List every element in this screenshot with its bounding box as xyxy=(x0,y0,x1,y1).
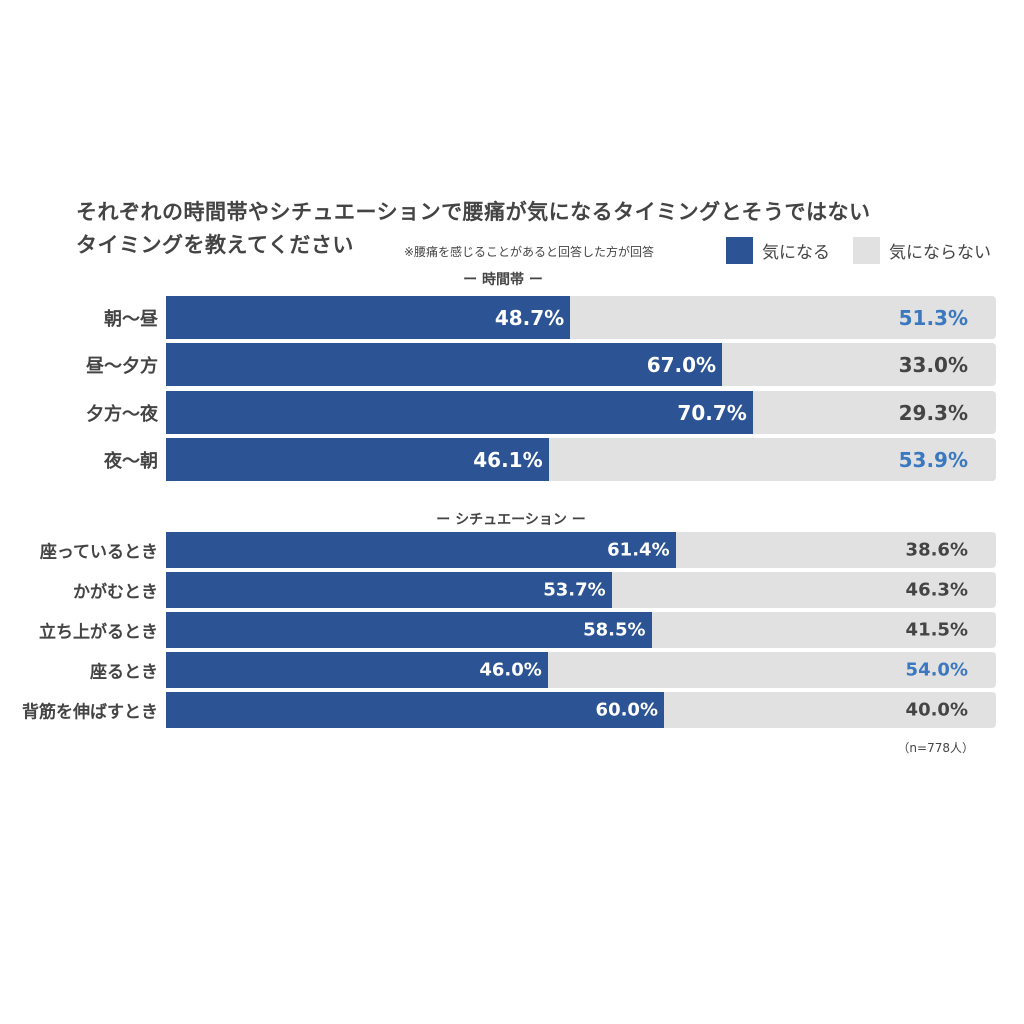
chart-title-line2: タイミングを教えてください xyxy=(76,233,354,257)
value-label-not-concerned: 33.0% xyxy=(898,352,968,377)
value-label-not-concerned: 46.3% xyxy=(905,579,968,601)
bar-segment-concerned: 67.0% xyxy=(166,343,723,386)
category-label: 立ち上がるとき xyxy=(39,622,158,643)
bar-track-not-concerned: 60.0% 40.0% xyxy=(166,692,996,728)
value-label-not-concerned: 51.3% xyxy=(898,305,968,330)
bar-segment-concerned: 58.5% xyxy=(166,612,652,648)
chart-title-line1: それぞれの時間帯やシチュエーションで腰痛が気になるタイミングとそうではない xyxy=(76,200,871,224)
category-label: 夕方〜夜 xyxy=(86,403,158,425)
bar-track-not-concerned: 53.7% 46.3% xyxy=(166,572,996,608)
bar-track-not-concerned: 58.5% 41.5% xyxy=(166,612,996,648)
value-label-concerned: 58.5% xyxy=(583,619,646,641)
value-label-concerned: 67.0% xyxy=(646,352,717,377)
bar-segment-concerned: 60.0% xyxy=(166,692,664,728)
legend-item-not-concerned: 気にならない xyxy=(853,237,991,264)
section-title-situation: ー シチュエーション ー xyxy=(436,512,586,528)
bar-segment-concerned: 70.7% xyxy=(166,391,753,434)
bar-row: 座るとき 46.0% 54.0% xyxy=(0,652,1024,688)
bar-segment-concerned: 48.7% xyxy=(166,296,571,339)
value-label-not-concerned: 29.3% xyxy=(898,400,968,425)
bar-row: 朝〜昼 48.7% 51.3% xyxy=(0,296,1024,339)
bar-row: 座っているとき 61.4% 38.6% xyxy=(0,532,1024,568)
value-label-not-concerned: 38.6% xyxy=(905,539,968,561)
sample-size-note: （n=778人） xyxy=(897,741,974,755)
bar-track-not-concerned: 61.4% 38.6% xyxy=(166,532,996,568)
legend-label: 気になる xyxy=(762,243,830,263)
value-label-concerned: 46.0% xyxy=(479,659,542,681)
respondent-note: ※腰痛を感じることがあると回答した方が回答 xyxy=(404,245,655,259)
bar-row: 夜〜朝 46.1% 53.9% xyxy=(0,438,1024,481)
bar-track-not-concerned: 46.0% 54.0% xyxy=(166,652,996,688)
bar-segment-concerned: 46.0% xyxy=(166,652,548,688)
bar-segment-concerned: 61.4% xyxy=(166,532,676,568)
bar-track-not-concerned: 70.7% 29.3% xyxy=(166,391,996,434)
legend-label: 気にならない xyxy=(889,243,991,263)
category-label: 背筋を伸ばすとき xyxy=(22,702,158,723)
value-label-not-concerned: 40.0% xyxy=(905,699,968,721)
category-label: 座っているとき xyxy=(39,542,158,563)
value-label-concerned: 70.7% xyxy=(677,400,747,425)
value-label-concerned: 53.7% xyxy=(543,579,606,601)
value-label-concerned: 61.4% xyxy=(607,539,670,561)
bar-row: 立ち上がるとき 58.5% 41.5% xyxy=(0,612,1024,648)
category-label: 座るとき xyxy=(90,662,158,683)
category-label: 朝〜昼 xyxy=(104,308,158,330)
category-label: 夜〜朝 xyxy=(104,450,158,472)
bar-track-not-concerned: 46.1% 53.9% xyxy=(166,438,996,481)
value-label-concerned: 46.1% xyxy=(473,447,543,472)
category-label: 昼〜夕方 xyxy=(86,355,158,377)
value-label-concerned: 60.0% xyxy=(595,699,658,721)
category-label: かがむとき xyxy=(73,582,158,603)
value-label-concerned: 48.7% xyxy=(494,305,565,330)
value-label-not-concerned: 53.9% xyxy=(898,447,968,472)
bar-track-not-concerned: 48.7% 51.3% xyxy=(166,296,996,339)
legend-swatch-blue xyxy=(726,237,753,264)
bar-row: かがむとき 53.7% 46.3% xyxy=(0,572,1024,608)
legend-item-concerned: 気になる xyxy=(726,237,830,264)
value-label-not-concerned: 41.5% xyxy=(905,619,968,641)
bar-track-not-concerned: 67.0% 33.0% xyxy=(166,343,996,386)
legend-swatch-grey xyxy=(853,237,880,264)
bar-row: 背筋を伸ばすとき 60.0% 40.0% xyxy=(0,692,1024,728)
bar-row: 昼〜夕方 67.0% 33.0% xyxy=(0,343,1024,386)
bar-segment-concerned: 46.1% xyxy=(166,438,549,481)
section-title-time: ー 時間帯 ー xyxy=(463,272,543,288)
bar-segment-concerned: 53.7% xyxy=(166,572,612,608)
bar-row: 夕方〜夜 70.7% 29.3% xyxy=(0,391,1024,434)
value-label-not-concerned: 54.0% xyxy=(905,659,968,681)
